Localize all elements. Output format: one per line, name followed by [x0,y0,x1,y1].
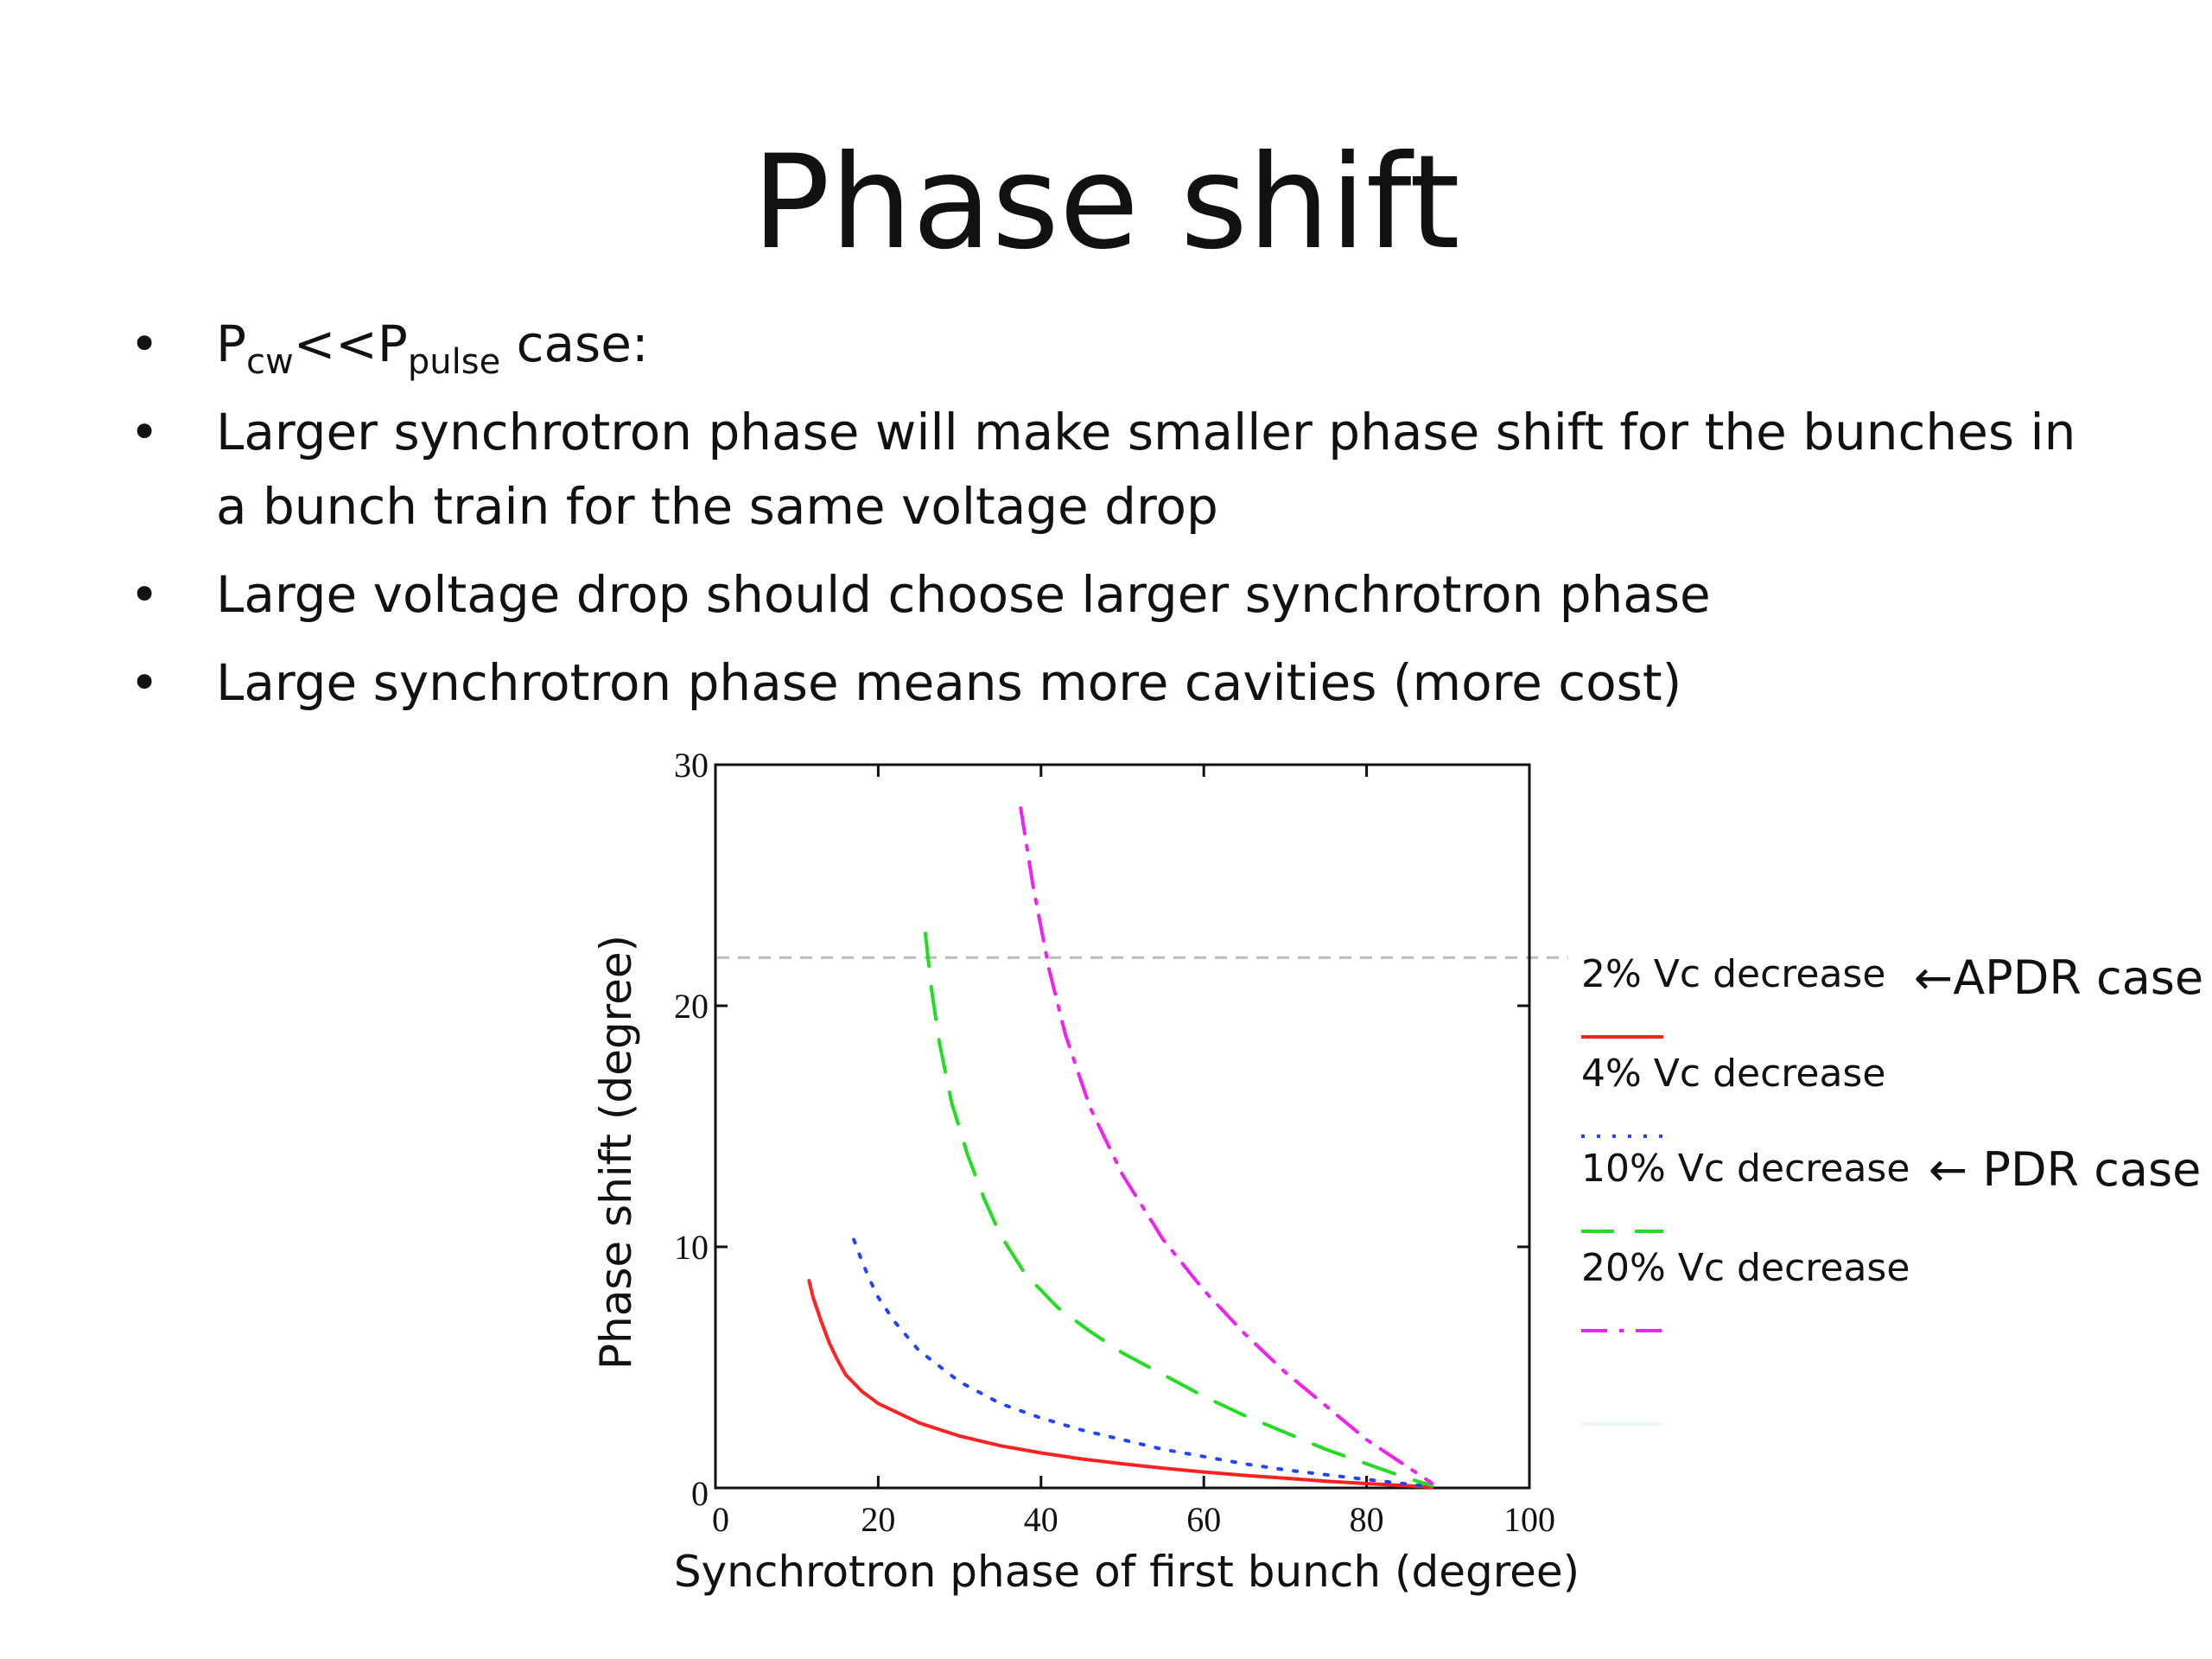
legend-label: 4% Vc decrease [1581,1052,1885,1096]
bullet-text: Large voltage drop should choose larger … [216,565,1711,624]
y-tick-label: 20 [674,987,709,1026]
plot-frame [714,763,1531,1490]
bullet-text: Large synchrotron phase means more cavit… [216,653,1682,712]
x-tick-label: 20 [861,1500,895,1539]
series-line-4 [1019,806,1433,1485]
bullet-item: Pcw<<Ppulse case: [130,307,2117,381]
x-tick-label: 40 [1024,1500,1058,1539]
series-line-3 [924,931,1433,1488]
y-tick-label: 30 [674,746,709,785]
x-tick-label: 0 [712,1500,729,1539]
y-axis-label: Phase shift (degree) [591,935,641,1370]
legend-label: 20% Vc decrease [1581,1246,1910,1290]
legend-label: 2% Vc decrease [1581,952,1885,996]
bullet-text: <<P [293,315,408,373]
pdr-case-annotation: ← PDR case [1929,1142,2202,1197]
slide-title: Phase shift [752,128,1460,278]
bullet-text: case: [500,315,649,373]
y-tick-label: 10 [674,1228,709,1267]
bullet-item: Large synchrotron phase means more cavit… [130,645,2117,720]
apdr-case-annotation: ←APDR case [1914,950,2204,1005]
bullet-text: Larger synchrotron phase will make small… [216,403,2076,536]
series-line-1 [807,1279,1433,1490]
x-axis-label: Synchrotron phase of first bunch (degree… [674,1547,1580,1597]
bullet-subscript: cw [245,342,294,382]
bullet-list: Pcw<<Ppulse case: Larger synchrotron phas… [130,307,2117,734]
series-line-2 [852,1237,1433,1489]
x-tick-label: 80 [1350,1500,1384,1539]
legend-label: 10% Vc decrease [1581,1147,1910,1191]
bullet-text: P [216,315,246,373]
y-tick-label: 0 [691,1474,709,1513]
x-tick-label: 100 [1503,1500,1555,1539]
bullet-item: Large voltage drop should choose larger … [130,557,2117,632]
x-tick-label: 60 [1186,1500,1221,1539]
bullet-subscript: pulse [407,342,501,382]
bullet-item: Larger synchrotron phase will make small… [130,395,2117,543]
